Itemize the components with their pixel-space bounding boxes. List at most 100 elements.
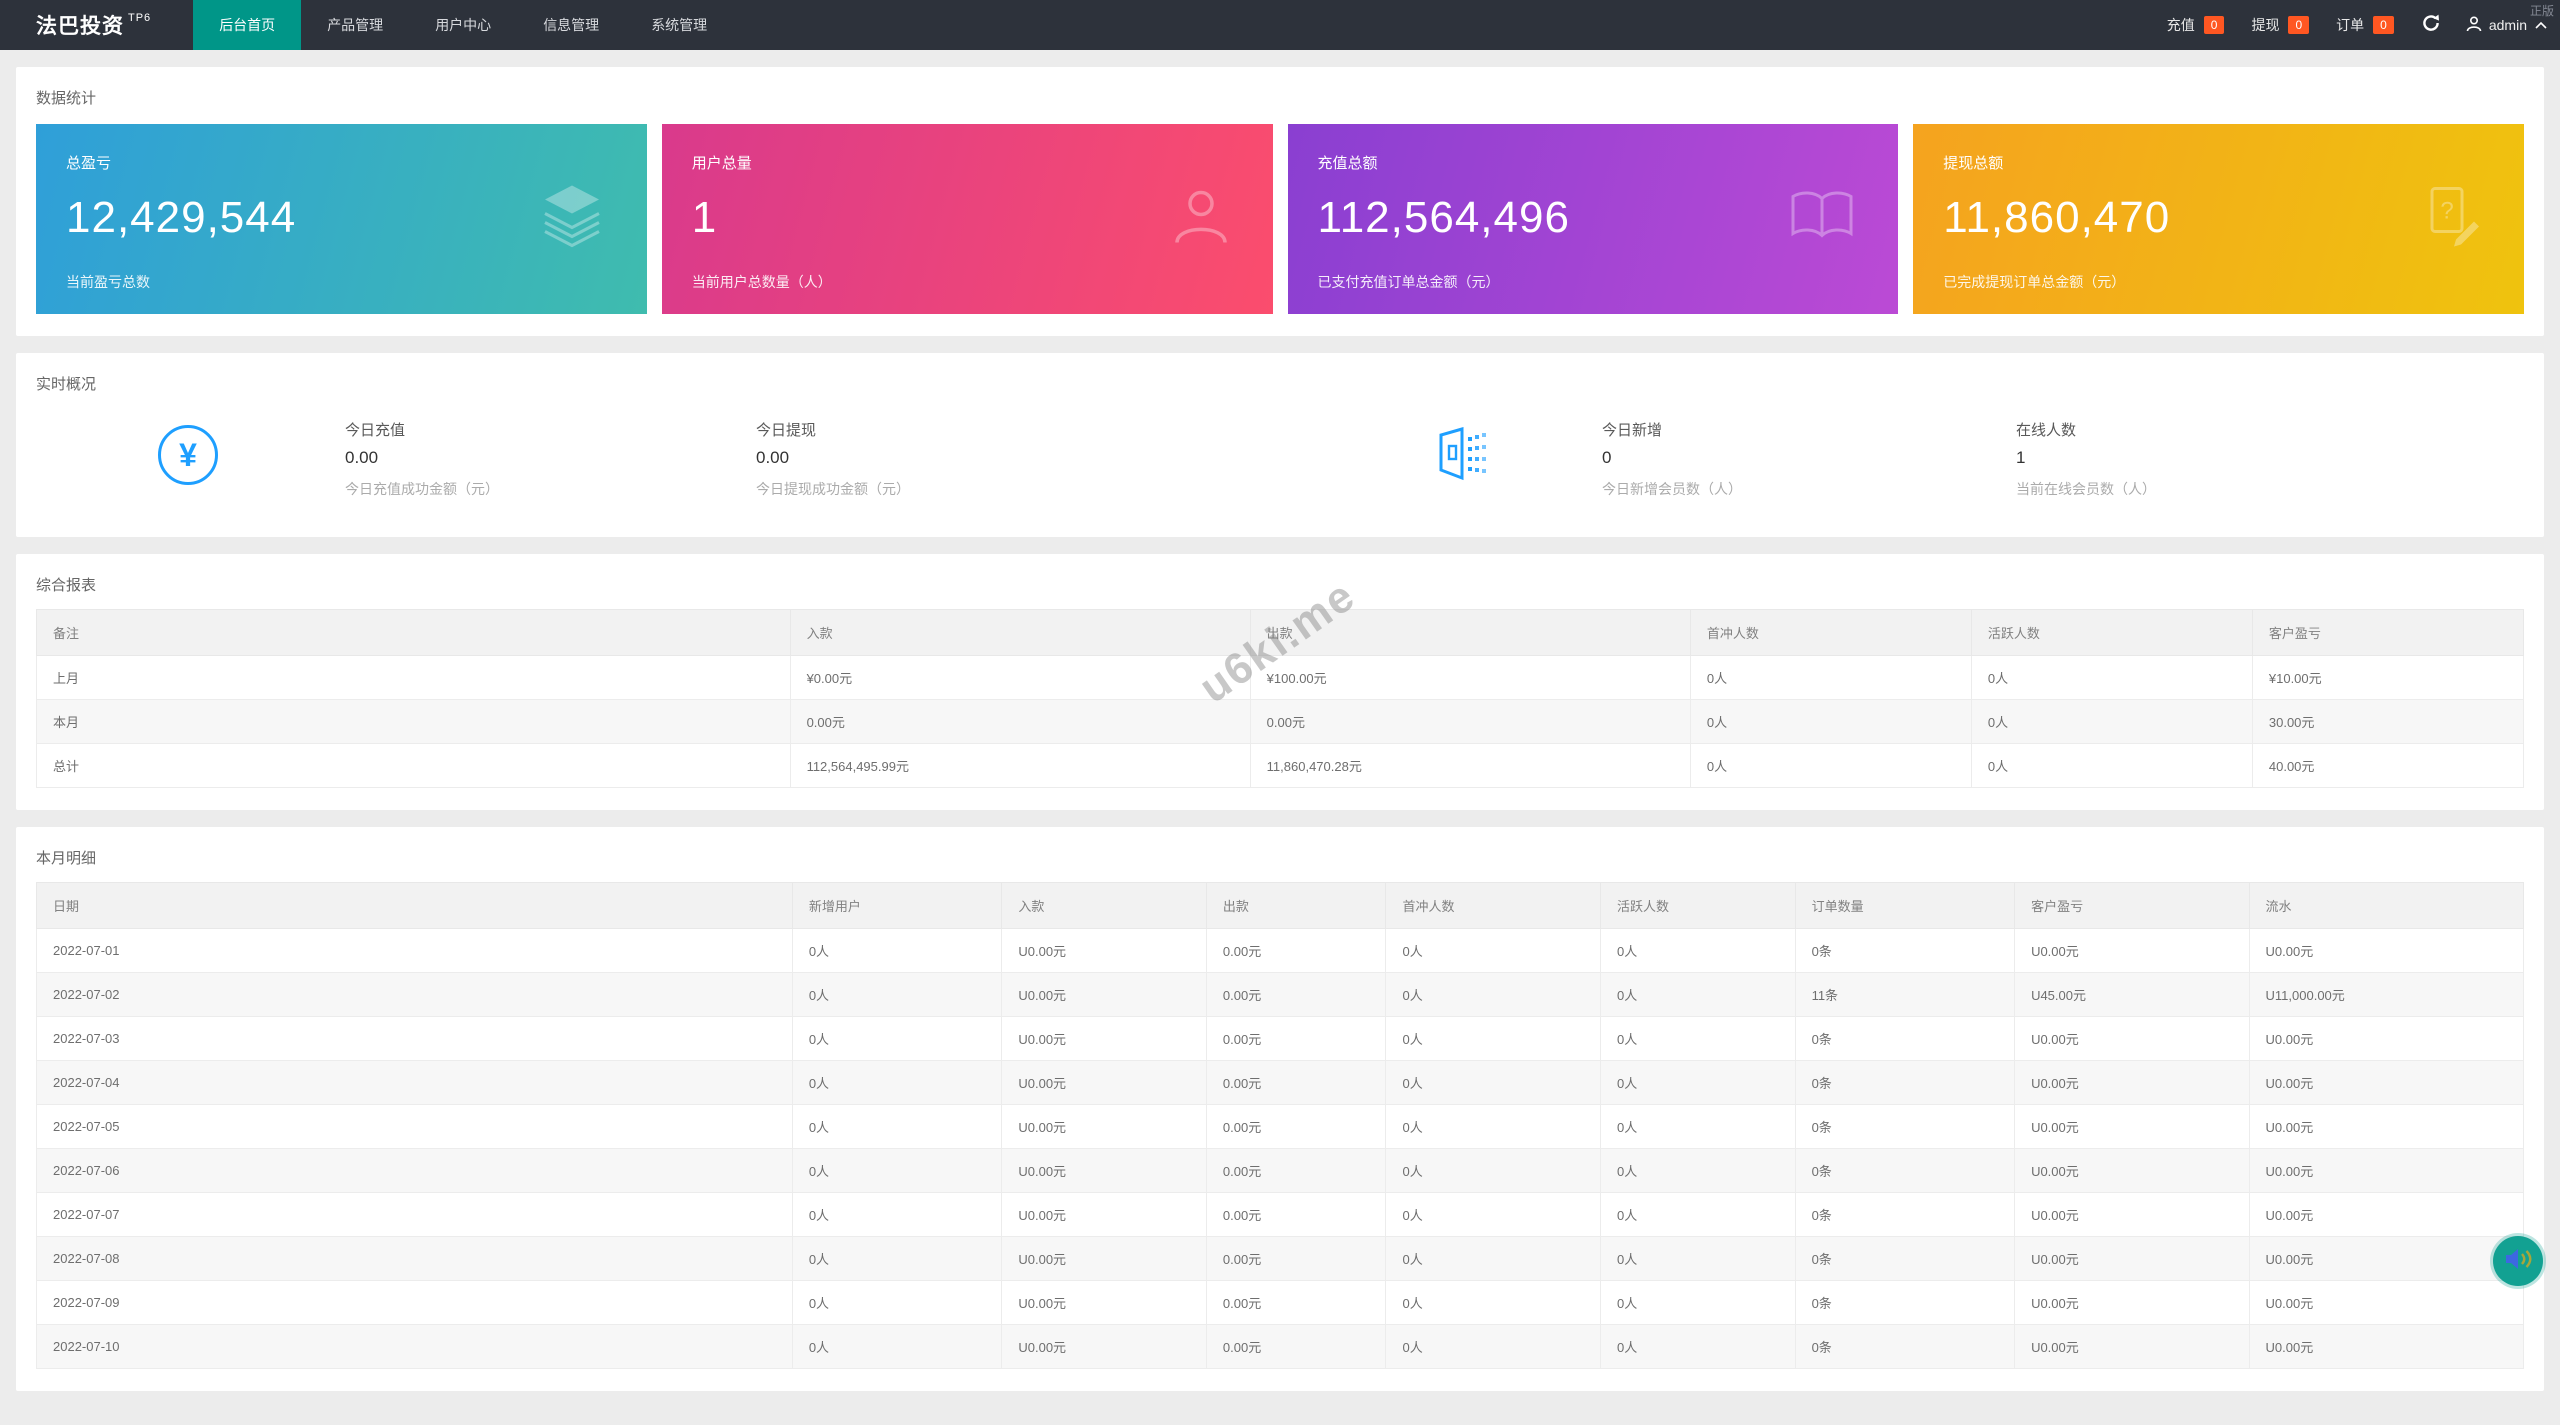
table-cell: 0人 [791, 1148, 1003, 1193]
stat-card-total-recharge: 充值总额 112,564,496 已支付充值订单总金额（元） [1287, 124, 1899, 314]
table-cell: 0人 [791, 928, 1003, 973]
refresh-button[interactable] [2421, 13, 2441, 38]
realtime-value: 0 [1602, 448, 1612, 467]
card-title: 总盈亏 [66, 155, 112, 172]
table-cell: ¥0.00元 [789, 655, 1251, 700]
table-cell: 0人 [1689, 655, 1972, 700]
table-cell: 0人 [1970, 655, 2253, 700]
table-row: 2022-07-08 0人 U0.00元 0.00元 0人 0人 0条 U0.00元 U0.00… [36, 1236, 2525, 1281]
table-cell: 0条 [1794, 1192, 2016, 1237]
table-cell: U0.00元 [2248, 1280, 2525, 1325]
app-logo-version: TP6 [128, 12, 152, 24]
table-cell: 0.00元 [1205, 1148, 1387, 1193]
realtime-label: 今日充值 [345, 422, 406, 439]
app-logo: 法巴投资 TP6 [36, 0, 151, 50]
table-cell: U0.00元 [2014, 1060, 2250, 1105]
svg-text:?: ? [2440, 198, 2453, 225]
table-cell: 0人 [1970, 743, 2253, 788]
table-cell: 0.00元 [1205, 1236, 1387, 1281]
table-cell: U0.00元 [2248, 1148, 2525, 1193]
table-row: 2022-07-01 0人 U0.00元 0.00元 0人 0人 0条 U0.00元 U0.00… [36, 928, 2525, 973]
stats-panel: 数据统计 总盈亏 12,429,544 当前盈亏总数 用户总量 1 当前用户总数… [16, 67, 2544, 336]
table-cell: 0条 [1794, 1016, 2016, 1061]
refresh-icon [2421, 13, 2441, 38]
tab-user-center[interactable]: 用户中心 [435, 17, 492, 33]
realtime-desc: 今日提现成功金额（元） [756, 481, 910, 497]
table-cell: 0人 [1385, 928, 1601, 973]
realtime-today-withdraw: 今日提现 0.00 今日提现成功金额（元） [756, 419, 910, 499]
table-cell: 0人 [791, 1060, 1003, 1105]
table-cell: 0人 [1600, 1324, 1796, 1369]
table-cell: 40.00元 [2251, 743, 2525, 788]
user-dropdown[interactable]: admin [2465, 15, 2548, 36]
table-cell: 0.00元 [1205, 1192, 1387, 1237]
table-cell: 30.00元 [2251, 699, 2525, 744]
table-cell: U0.00元 [2248, 1104, 2525, 1149]
tab-system[interactable]: 系统管理 [651, 17, 708, 33]
withdraw-shortcut[interactable]: 提现 0 [2251, 15, 2310, 35]
table-cell: 11,860,470.28元 [1249, 743, 1691, 788]
realtime-today-recharge: 今日充值 0.00 今日充值成功金额（元） [345, 419, 499, 499]
table-cell: 总计 [36, 743, 791, 788]
table-cell: U0.00元 [2248, 1060, 2525, 1105]
recharge-shortcut[interactable]: 充值 0 [2167, 15, 2225, 35]
table-row: 2022-07-02 0人 U0.00元 0.00元 0人 0人 11条 U45.00元 U11… [36, 972, 2525, 1017]
sound-toggle-button[interactable] [2493, 1236, 2543, 1286]
username: admin [2488, 17, 2527, 33]
table-cell: U0.00元 [1001, 1104, 1207, 1149]
table-cell: U0.00元 [2014, 928, 2250, 973]
app-logo-text: 法巴投资 [36, 15, 124, 38]
stat-card-total-withdraw: 提现总额 11,860,470 已完成提现订单总金额（元） ? [1913, 124, 2524, 314]
stats-section-title: 数据统计 [36, 90, 97, 107]
realtime-value: 1 [2016, 448, 2026, 467]
table-row: 上月 ¥0.00元 ¥100.00元 0人 0人 ¥10.00元 [36, 655, 2525, 700]
recharge-label: 充值 [2166, 17, 2195, 33]
corner-watermark: 正版 [2529, 4, 2554, 18]
column-header: 备注 [36, 609, 791, 656]
table-cell: 0人 [1385, 1280, 1601, 1325]
card-subtitle: 已完成提现订单总金额（元） [1943, 274, 2126, 290]
realtime-value: 0.00 [756, 448, 790, 467]
table-cell: 0人 [791, 1324, 1003, 1369]
table-cell: U0.00元 [2014, 1236, 2250, 1281]
card-subtitle: 当前盈亏总数 [66, 274, 150, 290]
table-cell: 0.00元 [1205, 972, 1387, 1017]
table-cell: 0人 [1385, 1236, 1601, 1281]
realtime-label: 今日提现 [756, 422, 817, 439]
summary-report-title: 综合报表 [36, 577, 97, 594]
table-row: 2022-07-04 0人 U0.00元 0.00元 0人 0人 0条 U0.00元 U0.00… [36, 1060, 2525, 1105]
table-cell: 2022-07-02 [36, 972, 793, 1017]
realtime-desc: 今日充值成功金额（元） [345, 481, 499, 497]
table-cell: 本月 [36, 699, 791, 744]
table-cell: 0.00元 [789, 699, 1251, 744]
card-subtitle: 当前用户总数量（人） [691, 274, 832, 290]
orders-shortcut[interactable]: 订单 0 [2336, 15, 2394, 35]
tab-products[interactable]: 产品管理 [327, 17, 384, 33]
page-content: 数据统计 总盈亏 12,429,544 当前盈亏总数 用户总量 1 当前用户总数… [0, 50, 2560, 1425]
table-cell: 0人 [791, 1016, 1003, 1061]
table-cell: U0.00元 [1001, 928, 1207, 973]
table-header-row: 日期 新增用户 入款 出款 首冲人数 活跃人数 订单数量 客户盈亏 流水 [36, 882, 2525, 929]
table-cell: 0.00元 [1205, 1104, 1387, 1149]
table-cell: 0人 [1600, 1016, 1796, 1061]
table-cell: 0人 [1385, 1324, 1601, 1369]
realtime-online-count: 在线人数 1 当前在线会员数（人） [2016, 419, 2156, 499]
realtime-today-new-members: 今日新增 0 今日新增会员数（人） [1602, 419, 1742, 499]
top-navbar: 法巴投资 TP6 后台首页 产品管理 用户中心 信息管理 系统管理 充值 0 提… [0, 0, 2560, 50]
table-cell: U0.00元 [2248, 1192, 2525, 1237]
table-cell: U0.00元 [1001, 1236, 1207, 1281]
card-value: 1 [691, 193, 718, 242]
table-cell: 2022-07-10 [36, 1324, 793, 1369]
card-value: 11,860,470 [1943, 193, 2171, 242]
navbar-right: 充值 0 提现 0 订单 0 admin [2167, 0, 2560, 50]
tab-information[interactable]: 信息管理 [543, 17, 600, 33]
month-detail-panel: 本月明细 日期 新增用户 入款 出款 首冲人数 活跃人数 订单数量 客户盈亏 流水 2022-07… [16, 827, 2544, 1391]
table-cell: 0人 [1385, 1192, 1601, 1237]
open-book-icon [1786, 187, 1858, 252]
person-icon [2465, 15, 2483, 36]
doc-question-icon: ? [2418, 184, 2484, 255]
person-icon [1169, 185, 1233, 254]
table-cell: 0.00元 [1205, 928, 1387, 973]
table-cell: 0人 [1600, 1280, 1796, 1325]
tab-dashboard[interactable]: 后台首页 [193, 0, 302, 50]
